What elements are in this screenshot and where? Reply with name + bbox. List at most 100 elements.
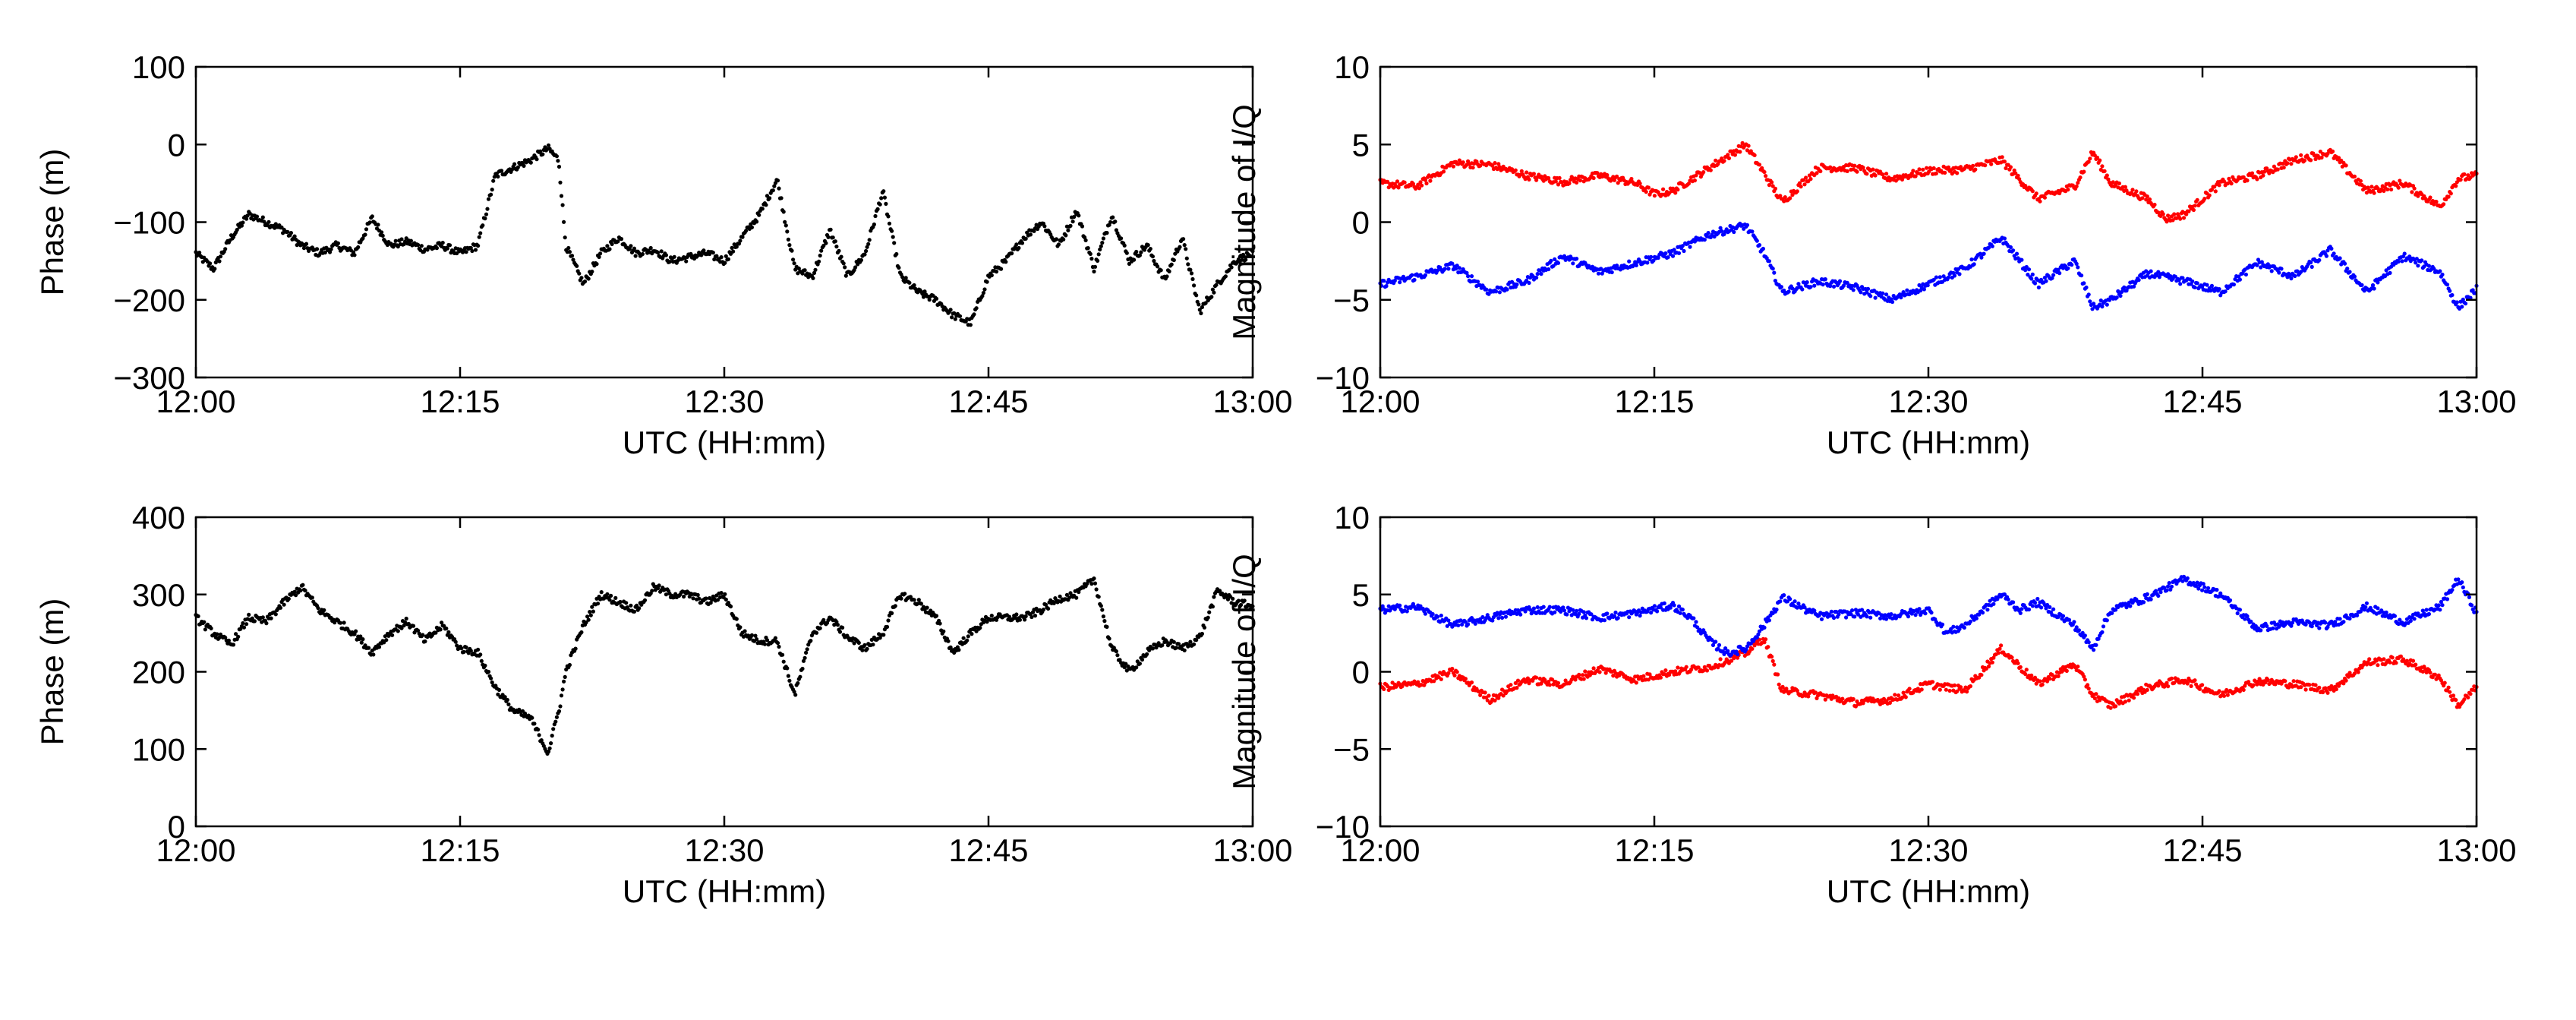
data-point: [892, 241, 896, 245]
data-point: [2205, 283, 2209, 287]
data-point: [2369, 185, 2373, 188]
data-point: [1188, 640, 1192, 644]
data-point: [1571, 608, 1575, 612]
data-point: [605, 244, 609, 248]
data-point: [1452, 674, 1456, 677]
data-point: [1446, 618, 1450, 622]
data-point: [620, 237, 623, 241]
data-point: [878, 203, 882, 207]
data-point: [594, 262, 598, 266]
data-point: [2011, 248, 2015, 252]
data-point: [2279, 267, 2283, 270]
data-point: [541, 153, 544, 156]
data-point: [485, 207, 489, 211]
data-point: [2210, 284, 2214, 288]
data-point: [2283, 679, 2287, 683]
data-point: [577, 272, 581, 276]
data-point: [2109, 706, 2113, 710]
data-point: [1134, 250, 1138, 254]
data-point: [1125, 251, 1129, 255]
x-tick-label: 12:30: [1888, 384, 1968, 419]
data-point: [1516, 679, 1520, 683]
data-point: [2307, 683, 2311, 687]
data-point: [2166, 684, 2170, 688]
data-point: [2448, 289, 2451, 293]
data-point: [2196, 281, 2199, 285]
series-Q-dots: [1378, 222, 2478, 311]
data-point: [2051, 273, 2055, 277]
plot-frame: [196, 67, 1253, 377]
data-point: [2294, 155, 2298, 159]
data-point: [664, 253, 668, 257]
y-tick-label: −300: [113, 360, 185, 396]
data-point: [579, 276, 583, 279]
data-point: [2218, 689, 2221, 693]
data-point: [1138, 662, 1142, 665]
data-point: [1820, 617, 1824, 621]
data-point: [274, 612, 278, 616]
data-point: [886, 214, 890, 218]
data-point: [2193, 286, 2196, 289]
data-point: [1446, 671, 1450, 675]
data-point: [364, 227, 368, 231]
data-point: [1653, 604, 1657, 608]
data-point: [1838, 279, 1842, 283]
data-point: [1673, 191, 1677, 194]
data-point: [1066, 229, 1070, 232]
data-point: [1701, 170, 1705, 174]
x-tick-label: 13:00: [2436, 384, 2516, 419]
data-point: [831, 235, 835, 239]
data-point: [699, 253, 703, 257]
data-point: [826, 235, 830, 239]
data-point: [682, 595, 686, 598]
data-point: [1938, 275, 1942, 279]
data-point: [242, 626, 246, 630]
data-point: [1581, 673, 1584, 677]
data-point: [780, 653, 784, 657]
data-point: [1424, 273, 1427, 277]
data-point: [990, 273, 994, 277]
data-point: [2019, 258, 2023, 262]
data-point: [935, 614, 938, 617]
data-point: [872, 223, 876, 226]
data-point: [727, 257, 730, 261]
data-point: [2103, 169, 2107, 173]
data-point: [1653, 194, 1657, 197]
data-point: [1534, 676, 1538, 680]
data-point: [1064, 233, 1067, 237]
series-I-dots: [1378, 637, 2478, 710]
data-point: [1443, 267, 1447, 270]
data-point: [1014, 242, 1018, 246]
data-point: [2003, 236, 2007, 240]
data-point: [1172, 640, 1176, 644]
data-point: [1999, 643, 2003, 647]
x-tick-label: 12:45: [2162, 384, 2242, 419]
data-point: [2193, 204, 2196, 207]
data-point: [903, 592, 906, 595]
data-point: [798, 675, 802, 679]
data-point: [785, 229, 789, 233]
data-point: [1750, 229, 1754, 233]
data-point: [1881, 292, 1884, 295]
data-point: [1850, 608, 1854, 612]
data-point: [750, 226, 754, 229]
data-point: [2088, 156, 2092, 160]
data-point: [2360, 283, 2363, 287]
data-point: [881, 633, 885, 636]
data-point: [1092, 270, 1096, 273]
data-point: [691, 596, 695, 600]
data-point: [279, 606, 282, 610]
data-point: [1824, 277, 1827, 281]
data-point: [1577, 612, 1581, 616]
data-point: [978, 626, 982, 630]
data-point: [2325, 254, 2328, 258]
data-point: [829, 228, 833, 232]
data-point: [1199, 311, 1203, 315]
data-point: [787, 238, 790, 242]
data-point: [1108, 636, 1111, 640]
data-point: [1410, 273, 1414, 277]
data-point: [750, 633, 754, 637]
data-point: [649, 246, 653, 250]
data-point: [1917, 167, 1921, 171]
data-point: [894, 252, 898, 256]
